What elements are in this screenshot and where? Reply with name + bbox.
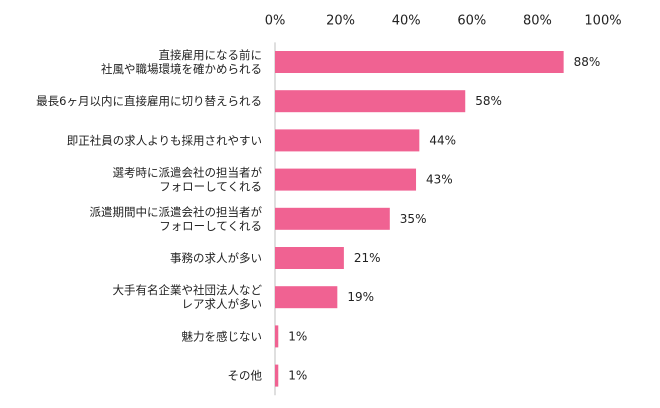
category-label: 派遣期間中に派遣会社の担当者が bbox=[90, 205, 263, 219]
value-labels: 88% 58% 44% 43% 35% 21% 19% 1% 1% bbox=[288, 55, 600, 383]
bar bbox=[275, 90, 466, 113]
data-label: 44% bbox=[429, 133, 456, 147]
category-label: 即正社員の求人よりも採用されやすい bbox=[67, 133, 262, 147]
category-label: 事務の求人が多い bbox=[170, 251, 262, 265]
bar bbox=[275, 168, 417, 191]
data-label: 19% bbox=[347, 290, 374, 304]
data-label: 1% bbox=[288, 329, 307, 343]
bar bbox=[275, 129, 420, 152]
category-label: 選考時に派遣会社の担当者が bbox=[113, 166, 263, 180]
data-label: 35% bbox=[400, 212, 427, 226]
category-label: フォローしてくれる bbox=[159, 180, 262, 194]
category-label: 最長6ヶ月以内に直接雇用に切り替えられる bbox=[36, 94, 262, 108]
data-label: 21% bbox=[354, 251, 381, 265]
x-tick-label: 0% bbox=[265, 14, 286, 29]
bar bbox=[275, 207, 390, 230]
data-label: 58% bbox=[475, 94, 502, 108]
x-tick-label: 80% bbox=[523, 14, 552, 29]
category-label: フォローしてくれる bbox=[159, 219, 262, 233]
x-tick-label: 20% bbox=[326, 14, 355, 29]
data-label: 1% bbox=[288, 369, 307, 383]
bar bbox=[275, 247, 344, 269]
category-label: 魅力を感じない bbox=[182, 329, 263, 343]
bar bbox=[275, 364, 279, 387]
bar bbox=[275, 325, 279, 348]
data-label: 88% bbox=[574, 55, 601, 69]
category-labels: 直接雇用になる前に社風や職場環境を確かめられる最長6ヶ月以内に直接雇用に切り替え… bbox=[36, 48, 262, 383]
category-label: レア求人が多い bbox=[182, 297, 263, 311]
x-tick-label: 40% bbox=[392, 14, 421, 29]
data-label: 43% bbox=[426, 173, 453, 187]
bar bbox=[275, 51, 564, 73]
category-label: その他 bbox=[228, 369, 263, 383]
x-tick-label: 60% bbox=[457, 14, 486, 29]
category-label: 直接雇用になる前に bbox=[159, 48, 263, 62]
x-tick-label: 100% bbox=[584, 14, 621, 29]
category-label: 大手有名企業や社団法人など bbox=[113, 283, 263, 297]
category-label: 社風や職場環境を確かめられる bbox=[101, 62, 262, 76]
bars bbox=[275, 51, 564, 387]
bar bbox=[275, 286, 338, 309]
